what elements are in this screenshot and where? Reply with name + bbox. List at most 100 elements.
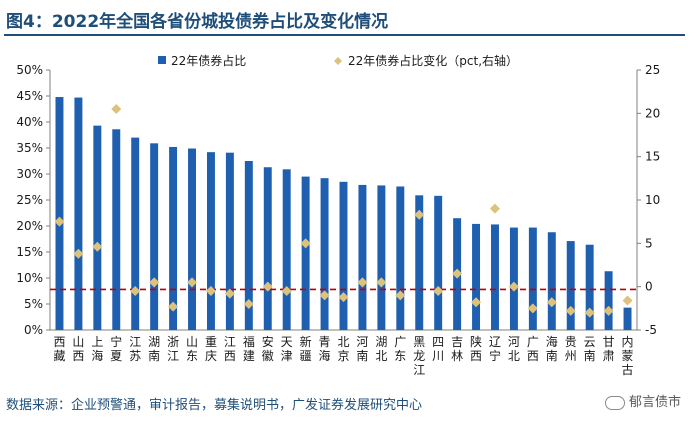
chart-title: 图4：2022年全国各省份城投债券占比及变化情况 bbox=[6, 12, 389, 32]
marker-point bbox=[130, 286, 141, 296]
x-tick-label: 江苏 bbox=[129, 335, 141, 363]
marker-point bbox=[111, 104, 122, 114]
x-tick-label: 河北 bbox=[508, 335, 520, 363]
marker-point bbox=[584, 307, 595, 318]
marker-point bbox=[622, 295, 633, 306]
bar bbox=[566, 241, 575, 330]
legend-label: 22年债券占比变化（pct,右轴） bbox=[348, 53, 518, 68]
y-right-tick-label: 0 bbox=[645, 280, 653, 294]
bar bbox=[93, 125, 102, 330]
bar bbox=[55, 97, 64, 330]
x-tick-label: 海南 bbox=[546, 334, 558, 363]
x-tick-label: 广西 bbox=[527, 335, 539, 363]
marker-point bbox=[54, 216, 65, 227]
legend-swatch-marker bbox=[334, 57, 342, 65]
marker-point bbox=[319, 290, 330, 301]
x-tick-label: 云南 bbox=[584, 335, 596, 363]
x-tick-label: 新疆 bbox=[300, 334, 312, 363]
marker-point bbox=[300, 238, 311, 249]
bar bbox=[434, 195, 443, 330]
x-tick-label: 河南 bbox=[356, 335, 368, 363]
marker-point bbox=[603, 305, 614, 316]
y-right-tick-label: 5 bbox=[645, 236, 653, 250]
source-note: 数据来源：企业预警通，审计报告，募集说明书，广发证券发展研究中心 bbox=[6, 398, 423, 413]
bar bbox=[206, 152, 215, 330]
marker-point bbox=[205, 286, 216, 296]
bar bbox=[491, 224, 499, 330]
bar bbox=[320, 178, 329, 330]
y-right-tick-label: -5 bbox=[645, 323, 657, 337]
x-tick-label: 吉林 bbox=[451, 335, 463, 363]
bar bbox=[225, 152, 234, 330]
x-tick-label: 福建 bbox=[243, 334, 255, 363]
marker-point bbox=[357, 277, 368, 288]
bar bbox=[339, 181, 348, 330]
x-tick-label: 辽宁 bbox=[489, 335, 501, 363]
x-tick-label: 上海 bbox=[91, 335, 103, 363]
bar bbox=[188, 148, 196, 330]
marker-point bbox=[395, 290, 406, 301]
marker-point bbox=[489, 203, 500, 214]
bar bbox=[358, 184, 367, 330]
y-left-tick-label: 20% bbox=[16, 219, 43, 233]
legend-label: 22年债券占比 bbox=[171, 53, 246, 68]
bar bbox=[74, 97, 83, 330]
marker-point bbox=[565, 305, 576, 316]
x-tick-label: 四川 bbox=[432, 335, 444, 363]
x-tick-label: 浙江 bbox=[167, 335, 179, 363]
bar bbox=[263, 167, 272, 330]
bar bbox=[604, 271, 613, 330]
watermark: 郁言债市 bbox=[604, 391, 681, 410]
bar bbox=[528, 227, 537, 330]
y-left-tick-label: 25% bbox=[16, 193, 43, 207]
marker-point bbox=[187, 277, 198, 288]
bar bbox=[415, 195, 424, 330]
wechat-icon bbox=[604, 395, 625, 410]
y-right-tick-label: 10 bbox=[645, 193, 660, 207]
marker-point bbox=[92, 241, 103, 252]
bar bbox=[472, 223, 481, 330]
bar bbox=[169, 146, 178, 330]
y-right-tick-label: 25 bbox=[645, 63, 660, 77]
marker-point bbox=[73, 248, 84, 259]
x-tick-label: 内蒙古 bbox=[622, 335, 634, 377]
x-tick-label: 黑龙江 bbox=[413, 335, 425, 377]
y-left-tick-label: 45% bbox=[16, 89, 43, 103]
x-tick-label: 贵州 bbox=[565, 335, 577, 363]
x-tick-label: 江西 bbox=[224, 335, 236, 363]
bar bbox=[131, 137, 140, 330]
x-tick-label: 湖南 bbox=[148, 334, 160, 363]
y-left-tick-label: 15% bbox=[16, 245, 43, 259]
chart: 0% 5% 10% 15% 20% 25% 30% 35% 40% 45% 50% -5 0 5 10 15 2… bbox=[16, 53, 660, 377]
marker-point bbox=[243, 299, 254, 309]
marker-point bbox=[376, 277, 387, 288]
x-tick-label: 广东 bbox=[394, 335, 406, 363]
bar bbox=[244, 161, 253, 330]
x-tick-label: 北京 bbox=[337, 335, 349, 363]
chart-title-bar: 图4：2022年全国各省份城投债券占比及变化情况 bbox=[0, 0, 689, 38]
y-left-tick-label: 30% bbox=[16, 167, 43, 181]
bar bbox=[547, 232, 556, 330]
bar bbox=[509, 227, 518, 330]
marker-point bbox=[262, 281, 273, 292]
x-tick-label: 青海 bbox=[319, 335, 331, 363]
marker-point bbox=[508, 281, 519, 292]
x-tick-label: 天津 bbox=[281, 335, 293, 363]
bar bbox=[585, 244, 594, 330]
marker-point bbox=[433, 286, 444, 296]
bar bbox=[396, 186, 405, 330]
bar bbox=[623, 307, 632, 330]
y-left-tick-label: 35% bbox=[16, 141, 43, 155]
legend-swatch-bar bbox=[158, 56, 166, 64]
y-left-tick-label: 50% bbox=[16, 63, 43, 77]
title-divider bbox=[4, 34, 685, 36]
watermark-text: 郁言债市 bbox=[628, 395, 681, 410]
marker-point bbox=[452, 268, 463, 279]
y-right-tick-label: 15 bbox=[645, 150, 660, 164]
marker-point bbox=[546, 297, 557, 308]
bar bbox=[150, 143, 159, 330]
x-tick-label: 宁夏 bbox=[110, 334, 122, 363]
x-tick-label: 安徽 bbox=[262, 334, 274, 363]
y-left-tick-label: 5% bbox=[24, 297, 43, 311]
x-tick-label: 甘肃 bbox=[603, 335, 615, 363]
